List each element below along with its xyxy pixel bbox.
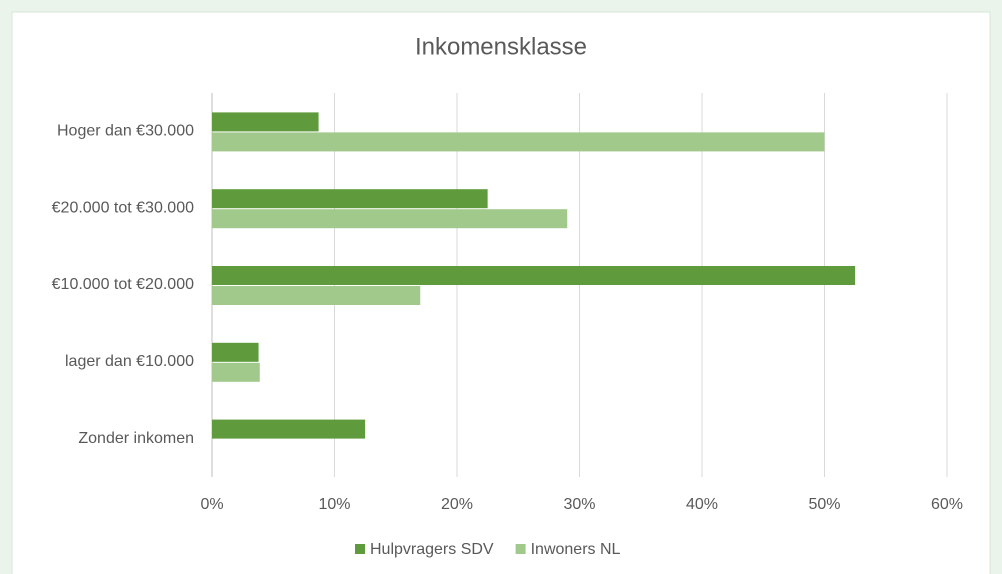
x-tick-label: 20%	[441, 496, 473, 513]
x-tick-label: 40%	[686, 496, 718, 513]
chart-title: Inkomensklasse	[415, 33, 587, 60]
legend-label: Inwoners NL	[531, 541, 621, 558]
bar	[212, 112, 319, 132]
x-tick-label: 50%	[808, 496, 840, 513]
bar	[212, 342, 259, 362]
legend-swatch	[355, 544, 365, 554]
bar	[212, 266, 856, 285]
bar	[212, 286, 421, 305]
x-tick-label: 0%	[200, 496, 223, 513]
y-tick-label: Hoger dan €30.000	[57, 123, 194, 140]
bar	[212, 419, 366, 439]
bar	[212, 362, 260, 382]
x-tick-label: 60%	[931, 496, 963, 513]
x-tick-label: 10%	[318, 496, 350, 513]
legend-label: Hulpvragers SDV	[370, 541, 494, 558]
y-tick-label: lager dan €10.000	[65, 353, 194, 370]
legend-swatch	[515, 544, 526, 554]
bar	[212, 132, 825, 152]
y-tick-label: €20.000 tot €30.000	[52, 199, 194, 216]
chart-panel	[11, 11, 991, 574]
bar	[212, 209, 568, 229]
y-tick-label: €10.000 tot €20.000	[52, 276, 194, 293]
y-tick-label: Zonder inkomen	[78, 430, 194, 447]
bar	[212, 189, 488, 209]
x-tick-label: 30%	[563, 496, 595, 513]
